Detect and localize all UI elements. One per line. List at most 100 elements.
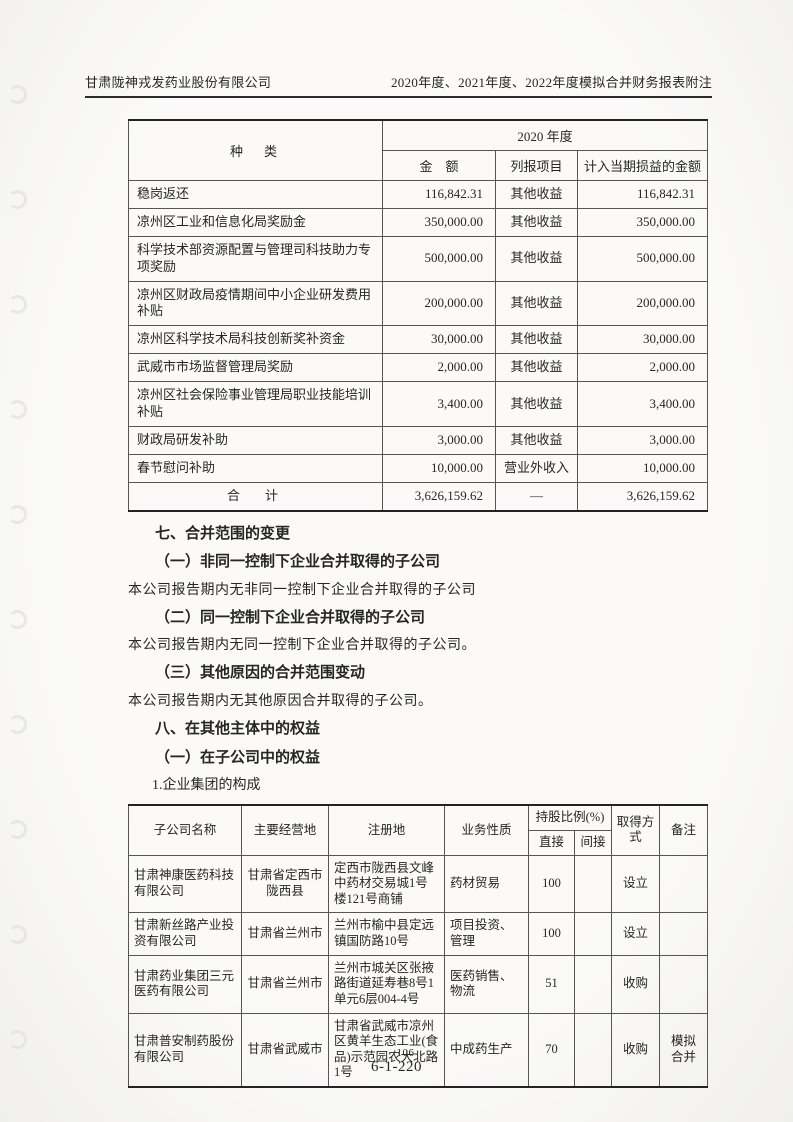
notes-sections: 七、合并范围的变更 （一）非同一控制下企业合并取得的子公司本公司报告期内无非同一控… [128,525,707,796]
section-heading: 七、合并范围的变更 [155,525,291,542]
subsidy-item-cell: 其他收益 [495,425,578,455]
subsidy-type-cell: 财政局研发补助 [128,425,383,455]
subsidy-profit-cell: 30,000.00 [576,325,709,355]
subsidy-year-header: 2020 年度 [381,119,709,151]
subsidiary-indirect-cell [574,854,612,914]
subsidiary-remark-cell [659,954,708,1014]
subsidy-profit-cell: 10,000.00 [576,453,709,483]
subsidy-amount-cell: 2,000.00 [382,353,496,383]
sub-col-remark-header: 备注 [659,804,708,856]
subsidiary-business-cell: 药材贸易 [444,854,529,914]
binding-ring-mark [8,925,27,944]
subsidy-amount-cell: 116,842.31 [382,180,496,209]
subsidiary-indirect-cell [574,1012,612,1088]
subsidiary-mainplace-cell: 甘肃省定西市陇西县 [241,854,329,914]
subsidiary-direct-cell: 100 [528,854,575,914]
subsidiary-regplace-cell: 兰州市榆中县定远镇国防路10号 [328,912,445,956]
subsidiary-regplace-cell: 甘肃省武威市凉州区黄羊生态工业(食品)示范园农大北路1号 [328,1012,445,1088]
subsidiary-direct-cell: 100 [528,912,575,956]
section-heading: （一）非同一控制下企业合并取得的子公司 [155,554,441,571]
binding-ring-mark [8,610,27,629]
binding-ring-mark [8,400,27,419]
subsidy-item-cell: 其他收益 [495,180,578,209]
subsidy-profit-cell: 200,000.00 [576,280,709,327]
binding-ring-mark [8,715,27,734]
section-paragraph: 本公司报告期内无同一控制下企业合并取得的子公司。 [128,638,476,654]
subsidiary-remark-cell [659,854,708,914]
header-company-name: 甘肃陇神戎发药业股份有限公司 [85,75,272,90]
subsidy-item-cell: 其他收益 [495,325,578,355]
subsidy-profit-cell: 500,000.00 [576,235,709,282]
document-body: 种 类 2020 年度 金 额 列报项目 计入当期损益的金额 稳岗返还 116,… [128,119,709,1089]
subsidy-type-cell: 凉州区社会保险事业管理局职业技能培训补贴 [128,381,383,427]
subsidy-item-cell: 其他收益 [495,353,578,383]
section-paragraph: 本公司报告期内无非同一控制下企业合并取得的子公司 [128,582,476,598]
subsidy-table-row: 凉州区科学技术局科技创新奖补资金 30,000.00 其他收益 30,000.0… [128,325,709,355]
subsidy-type-cell: 凉州区工业和信息化局奖励金 [128,207,383,237]
sub-col-acquisition-header: 取得方式 [611,804,660,856]
subsidy-total-row: 合 计 3,626,159.62 — 3,626,159.62 [128,481,709,512]
sub-col-indirect-header: 间接 [574,829,612,856]
subsidiary-business-cell: 项目投资、管理 [444,912,529,956]
sub-col-name-header: 子公司名称 [128,804,242,856]
subsidy-col-amount-header: 金 额 [382,150,496,181]
subsidiary-mainplace-cell: 甘肃省兰州市 [241,912,329,956]
total-amount-cell: 3,626,159.62 [382,481,496,512]
subsidy-item-cell: 其他收益 [495,235,578,282]
subsidy-type-cell: 科学技术部资源配置与管理司科技助力专项奖励 [128,235,383,282]
subsidiary-mainplace-cell: 甘肃省兰州市 [241,954,329,1014]
subsidy-amount-cell: 200,000.00 [382,280,496,327]
subsidy-item-cell: 其他收益 [495,381,578,427]
subsidiary-acquisition-cell: 设立 [611,854,660,914]
subsidy-amount-cell: 3,400.00 [382,381,496,427]
subsidiary-table-row: 甘肃普安制药股份有限公司 甘肃省武威市 甘肃省武威市凉州区黄羊生态工业(食品)示… [128,1012,708,1088]
subsidy-type-cell: 凉州区科学技术局科技创新奖补资金 [128,325,383,355]
binding-ring-mark [8,190,27,209]
subsidy-table: 种 类 2020 年度 金 额 列报项目 计入当期损益的金额 稳岗返还 116,… [128,119,709,512]
subsidiary-acquisition-cell: 收购 [611,954,660,1014]
subsidiary-table: 子公司名称 主要经营地 注册地 业务性质 持股比例(%) 取得方式 备注 直接 … [128,804,708,1089]
subsidy-type-cell: 凉州区财政局疫情期间中小企业研发费用补贴 [128,280,383,327]
sub-col-business-header: 业务性质 [444,804,529,856]
total-item-cell: — [495,481,578,512]
total-label-cell: 合 计 [128,481,383,512]
subsidy-profit-cell: 2,000.00 [576,353,709,383]
subsidiary-table-row: 甘肃新丝路产业投资有限公司 甘肃省兰州市 兰州市榆中县定远镇国防路10号 项目投… [128,912,708,956]
subsidy-table-row: 财政局研发补助 3,000.00 其他收益 3,000.00 [128,425,709,455]
section-heading: （三）其他原因的合并范围变动 [155,665,366,682]
subsidy-table-row: 凉州区工业和信息化局奖励金 350,000.00 其他收益 350,000.00 [128,207,709,237]
page-header: 甘肃陇神戎发药业股份有限公司 2020年度、2021年度、2022年度模拟合并财… [85,72,712,98]
binding-ring-mark [8,295,27,314]
section-paragraph: 本公司报告期内无其他原因合并取得的子公司。 [128,693,433,709]
subsidy-col-type-header: 种 类 [128,119,383,181]
subsidiary-remark-cell [659,912,708,956]
subsidy-table-row: 凉州区财政局疫情期间中小企业研发费用补贴 200,000.00 其他收益 200… [128,280,709,327]
subsidy-profit-cell: 116,842.31 [576,180,709,209]
sub-col-direct-header: 直接 [528,829,575,856]
subsidiary-business-cell: 医药销售、物流 [444,954,529,1014]
subsidiary-acquisition-cell: 收购 [611,1012,660,1088]
header-doc-title: 2020年度、2021年度、2022年度模拟合并财务报表附注 [391,75,712,90]
subsidiary-indirect-cell [574,954,612,1014]
subsidy-amount-cell: 10,000.00 [382,453,496,483]
subsidy-type-cell: 武威市市场监督管理局奖励 [128,353,383,383]
sub-col-mainplace-header: 主要经营地 [241,804,329,856]
subsidy-type-cell: 稳岗返还 [128,180,383,209]
subsidy-amount-cell: 30,000.00 [382,325,496,355]
subsidiary-name-cell: 甘肃神康医药科技有限公司 [128,854,242,914]
subsidiary-name-cell: 甘肃药业集团三元医药有限公司 [128,954,242,1014]
subsidy-type-cell: 春节慰问补助 [128,453,383,483]
subsidiary-regplace-cell: 定西市陇西县文峰中药材交易城1号楼121号商铺 [328,854,445,914]
subsidiary-direct-cell: 51 [528,954,575,1014]
binding-ring-mark [8,1030,27,1049]
subsidy-table-row: 科学技术部资源配置与管理司科技助力专项奖励 500,000.00 其他收益 50… [128,235,709,282]
subsidy-table-row: 稳岗返还 116,842.31 其他收益 116,842.31 [128,180,709,209]
binding-ring-mark [8,85,27,104]
section-heading: （二）同一控制下企业合并取得的子公司 [155,609,426,626]
binding-ring-mark [8,505,27,524]
section-heading: 八、在其他主体中的权益 [155,721,321,738]
subsidy-item-cell: 其他收益 [495,280,578,327]
subsidiary-name-cell: 甘肃新丝路产业投资有限公司 [128,912,242,956]
subsidy-table-row: 春节慰问补助 10,000.00 营业外收入 10,000.00 [128,453,709,483]
